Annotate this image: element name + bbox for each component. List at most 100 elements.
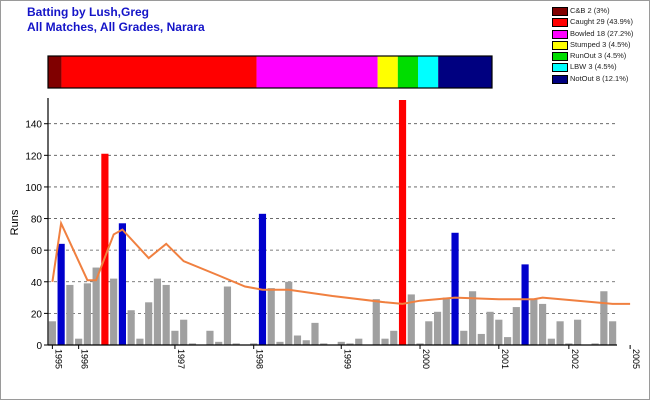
legend-swatch (552, 29, 568, 39)
x-tick-label: 2005 (631, 349, 641, 369)
bar-innings-34 (337, 341, 345, 345)
legend-item-notout: NotOut 8 (12.1%) (552, 74, 648, 85)
stack-segment-lbw (418, 56, 439, 88)
bar-innings-21 (223, 286, 232, 345)
dismissal-stacked-bar (47, 55, 493, 89)
bar-innings-44 (425, 321, 433, 345)
legend-item-lbw: LBW 3 (4.5%) (552, 62, 648, 73)
x-tick-label: 2001 (500, 349, 510, 369)
bar-innings-58 (547, 338, 555, 345)
stack-bar-outline (47, 55, 493, 89)
bar-innings-43 (416, 343, 424, 345)
legend-label: Stumped 3 (4.5%) (570, 39, 631, 49)
bar-innings-54 (512, 307, 520, 345)
chart-title: Batting by Lush,Greg (27, 5, 150, 19)
legend-swatch (552, 18, 568, 28)
bar-innings-3 (66, 284, 74, 345)
bar-innings-57 (539, 303, 547, 345)
y-axis-title: Runs (9, 209, 21, 235)
legend-swatch (552, 40, 568, 50)
x-tick-label: 1997 (176, 349, 186, 369)
average-line (51, 219, 631, 305)
legend-swatch (552, 52, 568, 62)
bar-innings-55 (521, 264, 529, 345)
axes: 0 20 40 60 80 100 120 140 1995 1996 1997 1998 1999 20… (9, 98, 641, 369)
bar-innings-51 (486, 311, 494, 345)
bar-innings-28 (285, 281, 293, 345)
legend-item-stumped: Stumped 3 (4.5%) (552, 40, 648, 51)
x-tick-label: 1995 (53, 349, 63, 369)
x-tick-label: 1999 (342, 349, 352, 369)
bar-innings-32 (320, 343, 328, 345)
bar-innings-52 (495, 319, 503, 345)
bar-innings-48 (460, 330, 468, 345)
bar-innings-16 (180, 319, 188, 345)
y-tick-label: 100 (25, 183, 42, 194)
bar-innings-47 (451, 232, 459, 345)
bar-innings-46 (442, 297, 450, 345)
bar-innings-6 (92, 267, 100, 345)
bar-innings-29 (293, 335, 302, 345)
bar-innings-38 (372, 299, 380, 345)
bar-innings-27 (276, 341, 284, 345)
bar-innings-65 (609, 321, 617, 345)
bar-innings-64 (600, 291, 608, 345)
bar-innings-50 (477, 333, 485, 345)
legend-swatch (552, 74, 568, 84)
bar-innings-45 (433, 311, 442, 345)
bar-innings-24 (250, 343, 258, 345)
legend-label: LBW 3 (4.5%) (570, 62, 617, 72)
legend-item-cb: C&B 2 (3%) (552, 6, 648, 17)
bar-innings-61 (574, 319, 582, 345)
bar-innings-30 (302, 340, 310, 345)
legend-label: RunOut 3 (4.5%) (570, 51, 627, 61)
y-tick-label: 140 (25, 120, 42, 131)
stack-segment-cb (48, 56, 62, 88)
bar-innings-7 (101, 153, 109, 345)
bar-innings-10 (127, 310, 135, 345)
innings-bars (48, 100, 617, 345)
stack-segment-notout (438, 56, 492, 88)
y-tick-label: 60 (31, 246, 43, 257)
bar-innings-22 (232, 343, 240, 345)
bar-innings-26 (267, 288, 275, 345)
legend-swatch (552, 63, 568, 73)
bar-innings-20 (215, 341, 223, 345)
x-tick-label: 2002 (570, 349, 580, 369)
y-tick-label: 20 (31, 309, 43, 320)
legend-item-caught: Caught 29 (43.9%) (552, 17, 648, 28)
legend-label: C&B 2 (3%) (570, 6, 610, 15)
bar-innings-40 (390, 330, 398, 345)
bar-innings-12 (145, 302, 153, 345)
stack-segment-bowled (256, 56, 378, 88)
bar-innings-41 (398, 100, 407, 345)
bar-innings-17 (188, 343, 197, 345)
bar-innings-25 (258, 213, 267, 345)
y-tick-label: 40 (31, 278, 43, 289)
stack-segment-stumped (377, 56, 398, 88)
chart-subtitle: All Matches, All Grades, Narara (27, 20, 205, 34)
bar-innings-39 (381, 338, 389, 345)
bar-innings-63 (591, 343, 599, 345)
bar-innings-56 (530, 299, 538, 345)
legend-item-bowled: Bowled 18 (27.2%) (552, 29, 648, 40)
y-tick-label: 0 (36, 341, 42, 352)
bar-innings-59 (556, 321, 564, 345)
gridlines (48, 123, 617, 314)
bar-innings-15 (171, 330, 179, 345)
y-tick-label: 80 (31, 215, 43, 226)
bar-innings-31 (311, 322, 319, 345)
bar-innings-49 (468, 291, 477, 345)
bar-innings-11 (136, 338, 144, 345)
x-tick-label: 2000 (421, 349, 431, 369)
y-tick-label: 120 (25, 151, 42, 162)
x-tick-label: 1996 (80, 349, 90, 369)
bar-innings-1 (48, 321, 56, 345)
legend-label: Caught 29 (43.9%) (570, 17, 633, 27)
legend-item-runout: RunOut 3 (4.5%) (552, 51, 648, 62)
legend-swatch (552, 7, 568, 16)
bar-innings-14 (162, 284, 170, 345)
legend-label: NotOut 8 (12.1%) (570, 73, 629, 83)
bar-innings-4 (75, 338, 83, 345)
